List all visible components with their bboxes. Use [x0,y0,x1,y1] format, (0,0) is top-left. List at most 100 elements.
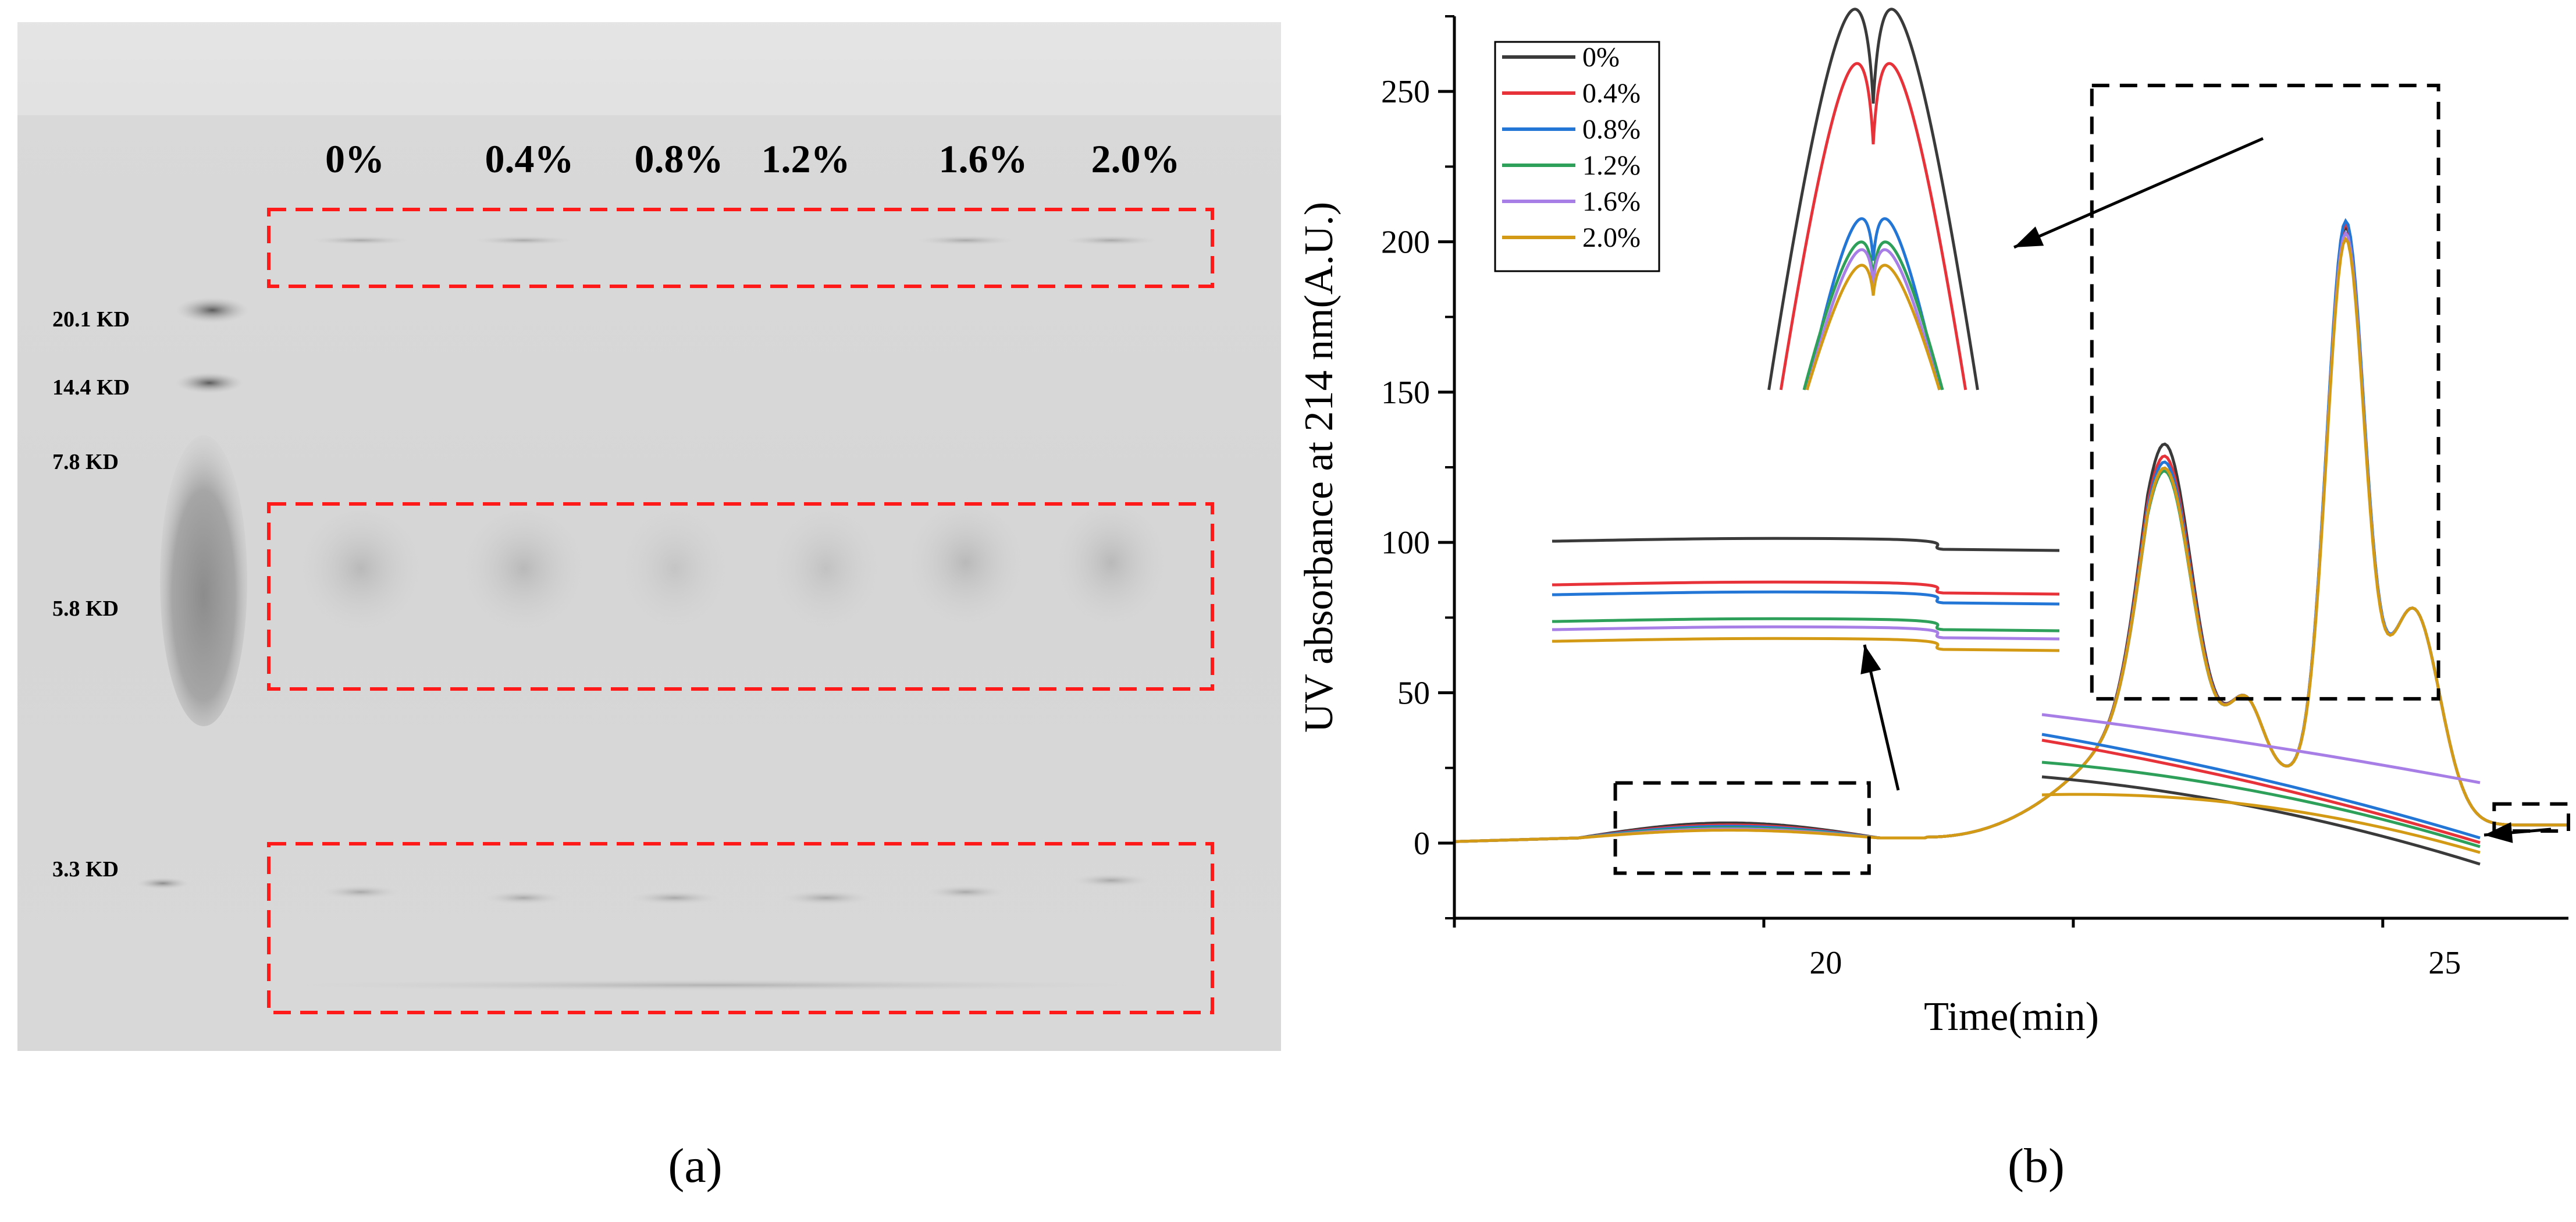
caption-b: (b) [2008,1139,2065,1193]
legend: 0% 0.4% 0.8% 1.2% 1.6% 2.0% [1494,41,1660,272]
y-axis-label: UV absorbance at 214 nm(A.U.) [1297,202,1342,733]
y-tick-label: 250 [1381,74,1430,110]
inset-peak-arc-0 [1767,8,1979,390]
marker-label-3-3: 3.3 KD [52,857,119,882]
highlight-box-bottom [267,842,1214,1014]
marker-labels: 20.1 KD 14.4 KD 7.8 KD 5.8 KD 3.3 KD [52,307,130,882]
ladder-band-14-4 [176,372,243,393]
top-band [1062,235,1161,246]
arrow-peak-inset [2013,137,2264,249]
x-tick-label: 25 [2428,945,2461,981]
highlight-box-top [267,208,1214,288]
inset-tail-line-5 [2041,793,2481,854]
y-ticks: 0 50 100 150 200 250 [1381,15,1454,919]
lane-label-1-6: 1.6% [939,137,1028,181]
y-tick-label: 200 [1381,225,1430,261]
inset-tail-line-4 [2041,713,2481,784]
inset-tail-line-2 [2041,733,2481,840]
y-tick-label: 50 [1397,676,1430,712]
legend-label: 0% [1582,42,1620,73]
lane-smear [908,505,1024,633]
arrow-peak-inset-head [2014,226,2044,247]
y-tick-label: 0 [1414,826,1430,862]
lane-label-0-8: 0.8% [635,137,724,181]
lane-labels: 0% 0.4% 0.8% 1.2% 1.6% 2.0% [325,137,1180,181]
series-line-5 [1454,236,2568,843]
legend-label: 0.8% [1582,114,1641,145]
ladder-band-3-3 [137,878,189,889]
low-band [483,891,564,905]
sample-lanes [273,235,1166,991]
zoom-box-baseline [1613,781,1871,875]
legend-label: 1.6% [1582,186,1641,217]
legend-label: 1.2% [1582,150,1641,181]
marker-label-5-8: 5.8 KD [52,596,119,621]
x-axis-label: Time(min) [1924,994,2099,1039]
caption-a: (a) [668,1139,723,1193]
ladder-lane [137,297,248,889]
low-band [1070,873,1152,887]
y-tick-label: 100 [1381,525,1430,561]
inset-baseline-line-1 [1552,580,2060,596]
inset-peak-arc-5 [1805,264,1941,390]
bottom-band [273,979,1158,991]
top-band [471,236,576,245]
lane-label-2-0: 2.0% [1091,137,1180,181]
gel-panel: 0% 0.4% 0.8% 1.2% 1.6% 2.0% 20.1 KD 14.4… [17,22,1281,1051]
low-band [320,885,401,899]
marker-label-14-4: 14.4 KD [52,375,130,400]
inset-tail-line-0 [2041,775,2481,866]
lane-smear [300,511,422,639]
ladder-smear [160,435,247,726]
inset-baseline-zoom [1552,537,2060,652]
series-line-4 [1454,230,2568,843]
zoom-box-peak [2090,83,2440,701]
inset-baseline-line-3 [1552,617,2060,633]
lane-label-0-4: 0.4% [485,137,574,181]
series-line-1 [1454,221,2568,843]
annotations [1552,8,2570,875]
legend-label: 2.0% [1582,222,1641,253]
zoom-box-tail [2492,802,2570,833]
legend-frame [1494,41,1660,272]
inset-peak-zoom [1767,8,1979,390]
series-line-0 [1454,224,2568,843]
plot-series [1454,218,2568,843]
lane-label-0: 0% [325,137,385,181]
inset-peak-arc-4 [1805,248,1941,390]
lane-smear [771,511,881,639]
marker-label-7-8: 7.8 KD [52,450,119,474]
highlight-box-middle [267,502,1214,691]
low-band [925,885,1006,899]
x-ticks: 20 25 [1453,918,2461,981]
inset-peak-arc-1 [1779,62,1967,390]
inset-baseline-line-2 [1552,590,2060,606]
low-band [780,890,873,905]
legend-label: 0.4% [1582,78,1641,109]
inset-tail-line-1 [2041,738,2481,844]
low-band [628,891,721,905]
arrow-baseline-inset-head [1860,645,1881,674]
inset-baseline-line-4 [1552,625,2060,641]
lane-smear [1056,505,1166,633]
inset-tail-zoom [2041,713,2481,866]
ladder-band-20-1 [176,297,248,323]
inset-tail-line-3 [2041,761,2481,848]
marker-label-20-1: 20.1 KD [52,307,130,332]
lane-smear [620,511,730,639]
arrow-tail-inset-head [2484,822,2513,843]
highlight-boxes [267,208,1214,1014]
top-band [913,235,1018,246]
x-tick-label: 20 [1809,945,1842,981]
lane-smear [462,511,585,639]
gel-well-area [17,22,1281,115]
inset-peak-arc-2 [1805,217,1941,390]
top-band [308,236,413,245]
inset-peak-arc-3 [1802,240,1944,390]
inset-baseline-line-0 [1552,537,2060,552]
series-line-2 [1454,218,2568,843]
series-line-3 [1454,230,2568,843]
lane-label-1-2: 1.2% [762,137,851,181]
